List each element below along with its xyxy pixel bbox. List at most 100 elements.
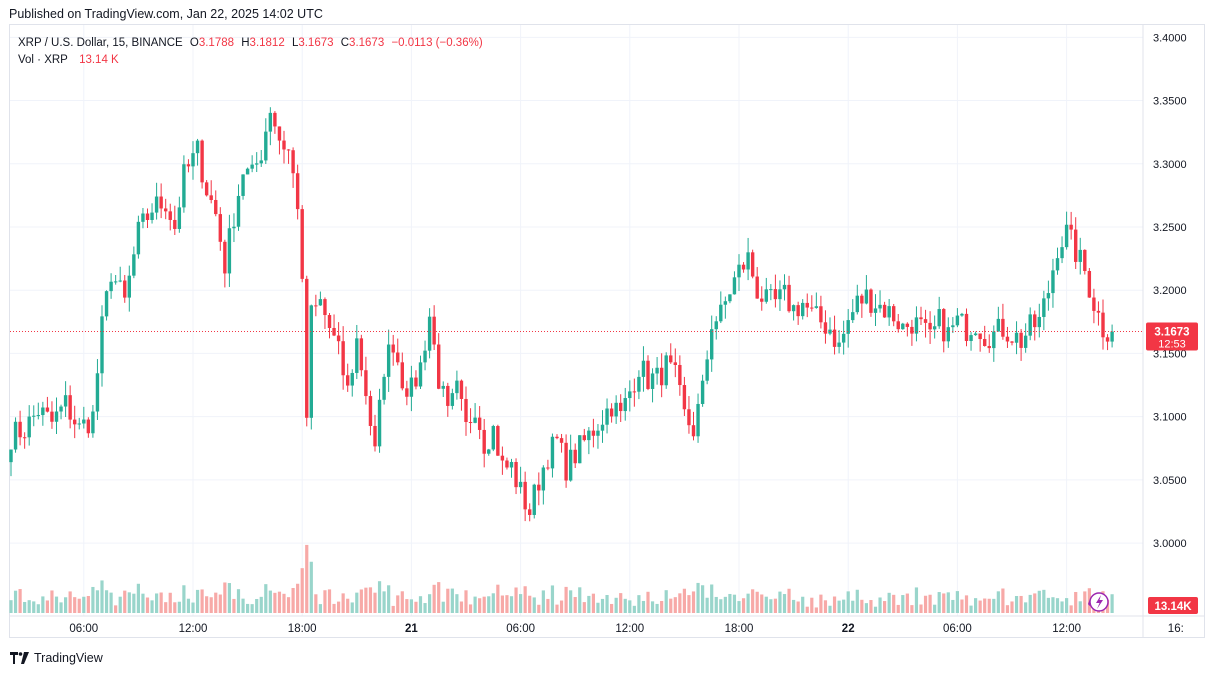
published-header: Published on TradingView.com, Jan 22, 20…	[9, 7, 323, 21]
volume-bar	[528, 595, 532, 613]
volume-bar	[1014, 596, 1019, 613]
volume-bar	[569, 590, 573, 613]
volume-bar	[573, 597, 577, 613]
last-volume-label: 13.14K	[1154, 601, 1192, 613]
candle-body	[482, 429, 486, 454]
volume-bar	[755, 591, 759, 613]
volume-bar	[974, 598, 978, 613]
candle-body	[382, 376, 386, 400]
volume-bar	[596, 602, 600, 613]
volume-legend-row: Vol · XRP 13.14 K	[18, 52, 483, 69]
volume-bar	[673, 597, 677, 613]
symbol-label[interactable]: XRP / U.S. Dollar, 15, BINANCE	[18, 37, 183, 49]
candle-body	[814, 306, 819, 308]
candle-body	[782, 284, 787, 290]
candle-body	[9, 449, 13, 463]
volume-bar	[423, 603, 427, 613]
volume-bar	[769, 599, 773, 613]
volume-bar	[182, 585, 186, 613]
volume-bar	[150, 600, 154, 613]
volume-bar	[546, 598, 550, 613]
candle-body	[1074, 229, 1078, 262]
candle-body	[22, 437, 27, 439]
candle-body	[1010, 341, 1014, 343]
y-tick-label: 3.3000	[1153, 159, 1187, 171]
volume-bar	[782, 594, 787, 613]
tradingview-icon	[10, 652, 29, 664]
tradingview-logo[interactable]: TradingView	[10, 651, 103, 665]
candle-body	[236, 195, 241, 227]
candle-body	[487, 449, 491, 454]
candle-body	[277, 126, 282, 141]
candle-body	[864, 289, 869, 304]
candle-body	[846, 320, 850, 334]
volume-bar	[496, 584, 500, 613]
volume-bar	[350, 602, 354, 613]
candle-body	[737, 264, 741, 278]
low-label: L	[291, 37, 299, 49]
volume-bar	[764, 596, 768, 613]
candle-body	[969, 335, 973, 342]
candle-body	[1078, 249, 1082, 262]
candle-body	[113, 281, 118, 283]
candle-body	[227, 228, 232, 274]
volume-bar	[286, 597, 291, 613]
lightning-bolt-icon	[1096, 595, 1103, 609]
candle-body	[63, 395, 68, 407]
candle-body	[910, 326, 914, 334]
volume-bar	[405, 599, 409, 613]
candle-body	[878, 304, 882, 309]
candle-body	[741, 264, 746, 270]
candle-body	[528, 509, 532, 515]
candle-body	[223, 241, 227, 274]
sparkle-icon	[1088, 600, 1091, 606]
volume-bar	[564, 586, 568, 613]
volume-bar	[27, 600, 31, 613]
volume-bar	[1001, 588, 1005, 613]
volume-bar	[259, 596, 263, 613]
volume-bar	[951, 599, 955, 613]
volume-bar	[36, 604, 40, 613]
candle-body	[318, 299, 323, 306]
volume-bar	[282, 593, 286, 613]
candle-body	[273, 112, 277, 127]
volume-bar	[145, 597, 150, 613]
candle-body	[983, 339, 987, 346]
volume-bar	[1055, 598, 1060, 613]
candle-body	[396, 352, 400, 363]
volume-bar	[883, 601, 887, 613]
candle-body	[355, 338, 359, 373]
y-tick-label: 3.2000	[1153, 285, 1187, 297]
y-tick-label: 3.4000	[1153, 32, 1187, 44]
volume-bar	[155, 593, 159, 613]
volume-bar	[246, 603, 250, 613]
candle-body	[514, 461, 518, 488]
last-price-badge	[1146, 322, 1198, 351]
volume-bar	[359, 589, 363, 613]
volume-bar	[232, 598, 236, 613]
volume-label[interactable]: Vol · XRP	[18, 54, 68, 66]
high-value: 3.1812	[249, 37, 285, 49]
candle-body	[41, 407, 45, 416]
volume-bar	[64, 597, 68, 613]
candle-body	[855, 295, 859, 313]
candle-body	[946, 327, 950, 342]
volume-bar	[209, 597, 213, 613]
candle-body	[1096, 310, 1101, 313]
volume-bar	[787, 588, 791, 613]
candle-body	[787, 284, 791, 312]
candle-body	[596, 430, 600, 436]
candle-body	[996, 318, 1001, 332]
open-label: O	[189, 37, 199, 49]
y-tick-label: 3.2500	[1153, 222, 1187, 234]
candle-body	[368, 396, 373, 426]
volume-bar	[505, 595, 509, 613]
volume-bar	[41, 596, 45, 613]
candle-body	[268, 112, 273, 132]
volume-bar	[396, 595, 400, 613]
volume-bar	[514, 587, 518, 613]
candle-body	[204, 182, 209, 196]
candle-body	[377, 399, 382, 447]
candle-body	[578, 435, 582, 464]
